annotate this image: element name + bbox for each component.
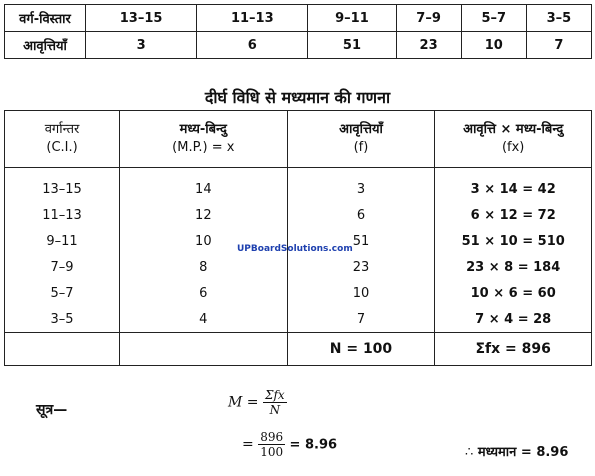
header-row: वर्गान्तर (C.I.) मध्य-बिन्दु (M.P.) = x …	[3, 110, 592, 168]
ci-cell: 13–15	[3, 167, 121, 202]
frequency-row: आवृत्तियाँ 3 6 51 23 10 7	[4, 31, 593, 59]
ci-cell: 5–7	[3, 280, 121, 306]
interval-cell: 9–11	[307, 4, 397, 32]
header-fx: आवृत्ति × मध्य-बिन्दु (fx)	[434, 110, 592, 168]
frequency-distribution-table: वर्ग-विस्तार 13–15 11–13 9–11 7–9 5–7 3–…	[4, 4, 593, 59]
ci-cell: 9–11	[3, 228, 121, 254]
final-answer-text: मध्यमान = 8.96	[477, 445, 569, 460]
mp-cell: 12	[119, 202, 288, 228]
total-n-cell: N = 100	[286, 332, 436, 366]
table-row: 11–13 12 6 6 × 12 = 72	[3, 202, 592, 228]
formula-label: सूत्र—	[36, 402, 68, 418]
ci-cell: 3–5	[3, 306, 121, 333]
fx-cell: 7 × 4 = 28	[434, 306, 592, 333]
frequency-cell: 10	[460, 31, 527, 59]
fraction-denominator: 100	[260, 445, 284, 459]
interval-cell: 3–5	[525, 4, 593, 32]
header-line: वर्गान्तर	[44, 122, 80, 137]
fx-cell: 10 × 6 = 60	[434, 280, 592, 306]
interval-cell: 7–9	[395, 4, 462, 32]
frequency-cell: 6	[196, 31, 309, 59]
watermark-text: UPBoardSolutions.com	[237, 244, 353, 254]
header-frequency: आवृत्तियाँ (f)	[286, 110, 436, 168]
header-line: (M.P.) = x	[172, 140, 235, 155]
formula-definition: M = Σfx N	[228, 388, 287, 417]
formula-substitution: = 896 100 = 8.96	[242, 430, 337, 459]
mean-calculation-table: वर्गान्तर (C.I.) मध्य-बिन्दु (M.P.) = x …	[3, 110, 592, 366]
header-line: मध्य-बिन्दु	[179, 122, 227, 137]
header-class-interval: वर्गान्तर (C.I.)	[3, 110, 121, 168]
table-row: 9–11 10 51 51 × 10 = 510	[3, 228, 592, 254]
ci-cell: 7–9	[3, 254, 121, 280]
interval-cell: 13–15	[84, 4, 198, 32]
table-row: 13–15 14 3 3 × 14 = 42	[3, 167, 592, 202]
table-row: 7–9 8 23 23 × 8 = 184	[3, 254, 592, 280]
header-line: (C.I.)	[46, 140, 78, 155]
frequency-cell: 3	[84, 31, 198, 59]
frequency-row-header: आवृत्तियाँ	[4, 31, 86, 59]
fraction-numerator: Σfx	[262, 388, 287, 403]
header-line: आवृत्तियाँ	[339, 122, 383, 137]
fx-cell: 51 × 10 = 510	[434, 228, 592, 254]
header-mid-point: मध्य-बिन्दु (M.P.) = x	[119, 110, 288, 168]
interval-cell: 11–13	[196, 4, 309, 32]
freq-cell: 23	[286, 254, 436, 280]
mp-cell: 14	[119, 167, 288, 202]
interval-row: वर्ग-विस्तार 13–15 11–13 9–11 7–9 5–7 3–…	[4, 4, 593, 32]
total-row: N = 100 Σfx = 896	[3, 332, 592, 366]
freq-cell: 51	[286, 228, 436, 254]
mp-cell: 4	[119, 306, 288, 333]
formula-lhs: M =	[228, 394, 259, 411]
final-answer: ∴ मध्यमान = 8.96	[465, 442, 568, 460]
mp-cell: 6	[119, 280, 288, 306]
table-row: 5–7 6 10 10 × 6 = 60	[3, 280, 592, 306]
fraction-sum-fx-over-n: Σfx N	[262, 388, 287, 417]
header-line: (f)	[353, 140, 369, 155]
equals-sign: =	[242, 436, 254, 453]
header-line: आवृत्ति × मध्य-बिन्दु	[463, 122, 564, 137]
freq-cell: 3	[286, 167, 436, 202]
frequency-cell: 7	[525, 31, 593, 59]
fraction-896-over-100: 896 100	[258, 430, 286, 459]
therefore-symbol: ∴	[465, 445, 474, 460]
interval-cell: 5–7	[460, 4, 527, 32]
table-row: 3–5 4 7 7 × 4 = 28	[3, 306, 592, 333]
ci-cell: 11–13	[3, 202, 121, 228]
mp-cell: 10	[119, 228, 288, 254]
frequency-cell: 23	[395, 31, 462, 59]
total-empty-cell	[119, 332, 288, 366]
total-fx-cell: Σfx = 896	[434, 332, 592, 366]
total-empty-cell	[3, 332, 121, 366]
fraction-denominator: N	[269, 403, 281, 417]
freq-cell: 7	[286, 306, 436, 333]
freq-cell: 10	[286, 280, 436, 306]
mp-cell: 8	[119, 254, 288, 280]
fx-cell: 6 × 12 = 72	[434, 202, 592, 228]
section-heading: दीर्घ विधि से मध्यमान की गणना	[204, 88, 391, 107]
fx-cell: 3 × 14 = 42	[434, 167, 592, 202]
fraction-numerator: 896	[258, 430, 286, 445]
frequency-cell: 51	[307, 31, 397, 59]
interval-row-header: वर्ग-विस्तार	[4, 4, 86, 32]
header-line: (fx)	[501, 140, 525, 155]
formula-result: = 8.96	[289, 437, 338, 453]
fx-cell: 23 × 8 = 184	[434, 254, 592, 280]
freq-cell: 6	[286, 202, 436, 228]
